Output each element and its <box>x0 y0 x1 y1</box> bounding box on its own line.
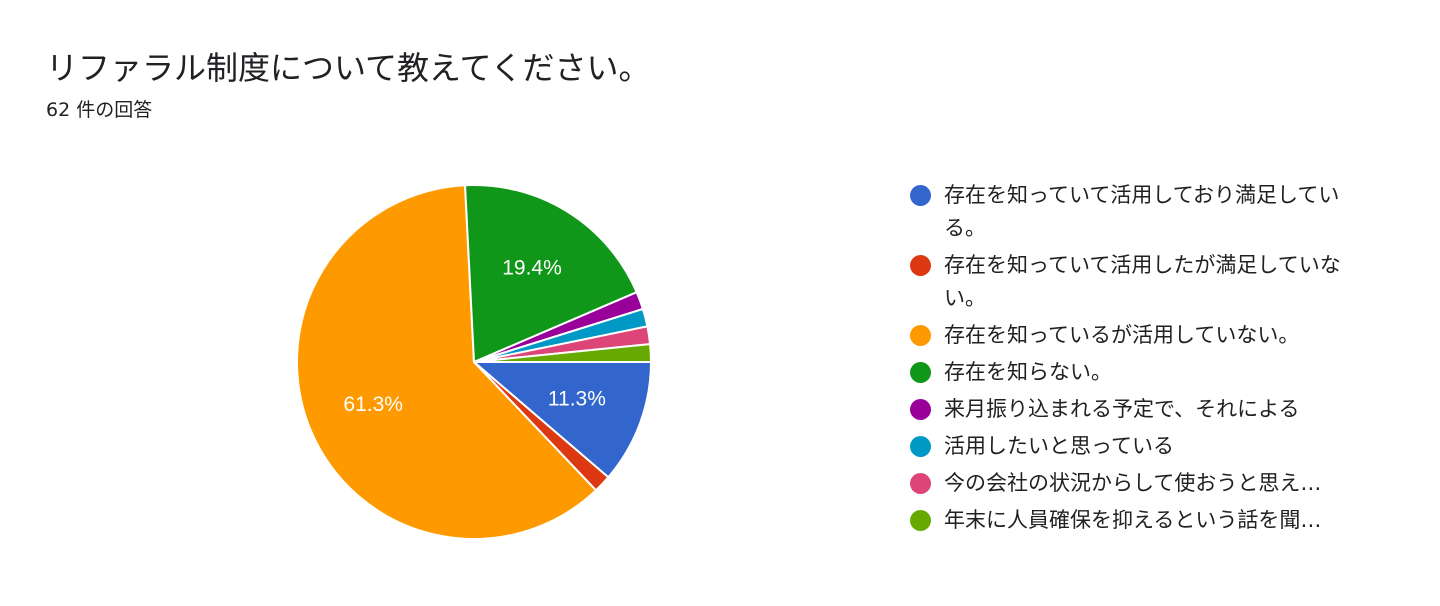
legend-label: 今の会社の状況からして使おうと思え… <box>944 471 1322 495</box>
pie-slice-2[interactable] <box>296 184 597 540</box>
legend-item-7[interactable]: 年末に人員確保を抑えるという話を聞… <box>910 504 1380 537</box>
pie-slices <box>296 184 652 540</box>
legend-label: 年末に人員確保を抑えるという話を聞… <box>944 508 1322 532</box>
pie-slice-labels: 11.3% 61.3% 19.4% <box>343 256 605 415</box>
legend-dot-icon <box>910 362 931 383</box>
legend-dot-icon <box>910 473 931 494</box>
legend-item-0[interactable]: 存在を知っていて活用しており満足している。 <box>910 179 1380 245</box>
legend-label: 来月振り込まれる予定で、それによる <box>944 397 1300 421</box>
legend-label: 存在を知っているが活用していない。 <box>944 323 1300 347</box>
pie-slice-0[interactable] <box>473 361 652 479</box>
legend-item-6[interactable]: 今の会社の状況からして使おうと思え… <box>910 467 1380 500</box>
legend-dot-icon <box>910 325 931 346</box>
legend-item-3[interactable]: 存在を知らない。 <box>910 356 1380 389</box>
legend-label: 存在を知らない。 <box>944 360 1112 384</box>
slice-percent-label-0: 11.3% <box>548 388 606 411</box>
legend-dot-icon <box>910 255 931 276</box>
slice-percent-label-2: 61.3% <box>343 393 403 416</box>
chart-title: リファラル制度について教えてください。 <box>46 49 651 87</box>
pie-slice-3[interactable] <box>464 184 638 363</box>
response-count: 62 件の回答 <box>46 99 153 121</box>
legend-label: 存在を知っていて活用したが満足していない。 <box>944 253 1341 310</box>
legend-dot-icon <box>910 436 931 457</box>
legend-item-1[interactable]: 存在を知っていて活用したが満足していない。 <box>910 249 1380 315</box>
legend-label: 存在を知っていて活用しており満足している。 <box>944 183 1340 240</box>
chart-legend: 存在を知っていて活用しており満足している。 存在を知っていて活用したが満足していな… <box>910 179 1380 541</box>
legend-item-4[interactable]: 来月振り込まれる予定で、それによる <box>910 393 1380 426</box>
slice-percent-label-3: 19.4% <box>502 256 562 279</box>
legend-dot-icon <box>910 399 931 420</box>
legend-dot-icon <box>910 510 931 531</box>
pie-slice-7[interactable] <box>473 343 652 363</box>
legend-label: 活用したいと思っている <box>944 434 1174 458</box>
legend-dot-icon <box>910 185 931 206</box>
legend-item-5[interactable]: 活用したいと思っている <box>910 430 1380 463</box>
legend-item-2[interactable]: 存在を知っているが活用していない。 <box>910 319 1380 352</box>
